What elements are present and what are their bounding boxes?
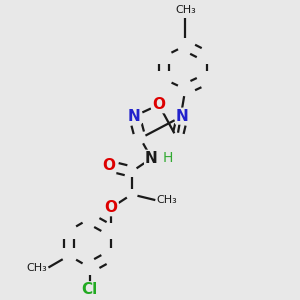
- Text: N: N: [128, 109, 141, 124]
- Text: O: O: [152, 97, 165, 112]
- Text: O: O: [102, 158, 115, 173]
- Text: H: H: [163, 151, 173, 165]
- Text: N: N: [145, 151, 158, 166]
- Text: CH₃: CH₃: [157, 195, 178, 205]
- Text: CH₃: CH₃: [26, 262, 47, 272]
- Text: O: O: [105, 200, 118, 215]
- Text: CH₃: CH₃: [175, 4, 196, 14]
- Text: Cl: Cl: [82, 282, 98, 297]
- Text: N: N: [176, 109, 189, 124]
